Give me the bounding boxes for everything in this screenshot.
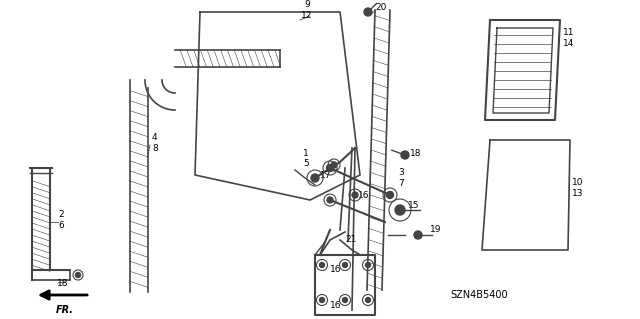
Text: 17: 17 [320,170,332,180]
Circle shape [311,174,319,182]
Circle shape [76,272,81,278]
Text: 11
14: 11 14 [563,28,575,48]
Circle shape [365,298,371,302]
Circle shape [414,231,422,239]
Circle shape [342,298,348,302]
Circle shape [319,298,324,302]
Text: 4
8: 4 8 [152,133,157,153]
Text: 10
13: 10 13 [572,178,584,198]
Circle shape [365,263,371,268]
Circle shape [401,151,409,159]
Text: 16: 16 [330,300,342,309]
Text: 16: 16 [358,190,369,199]
Circle shape [352,192,358,198]
Text: 15: 15 [408,201,419,210]
Text: 9
12: 9 12 [301,0,313,20]
Text: 3
7: 3 7 [398,168,404,188]
Circle shape [326,165,333,172]
Text: FR.: FR. [56,305,74,315]
Circle shape [364,8,372,16]
Circle shape [331,162,337,168]
Text: SZN4B5400: SZN4B5400 [450,290,508,300]
Text: 18: 18 [57,278,68,287]
Text: 1: 1 [303,149,308,158]
Text: 21: 21 [345,235,356,244]
Text: 16: 16 [330,265,342,275]
Circle shape [327,197,333,203]
Text: 2
6: 2 6 [58,210,64,230]
Circle shape [395,205,405,215]
Text: 18: 18 [410,149,422,158]
Circle shape [342,263,348,268]
Text: 20: 20 [375,4,387,12]
Text: 19: 19 [430,226,442,234]
Circle shape [387,191,394,198]
Circle shape [319,263,324,268]
Text: 5: 5 [303,159,308,167]
